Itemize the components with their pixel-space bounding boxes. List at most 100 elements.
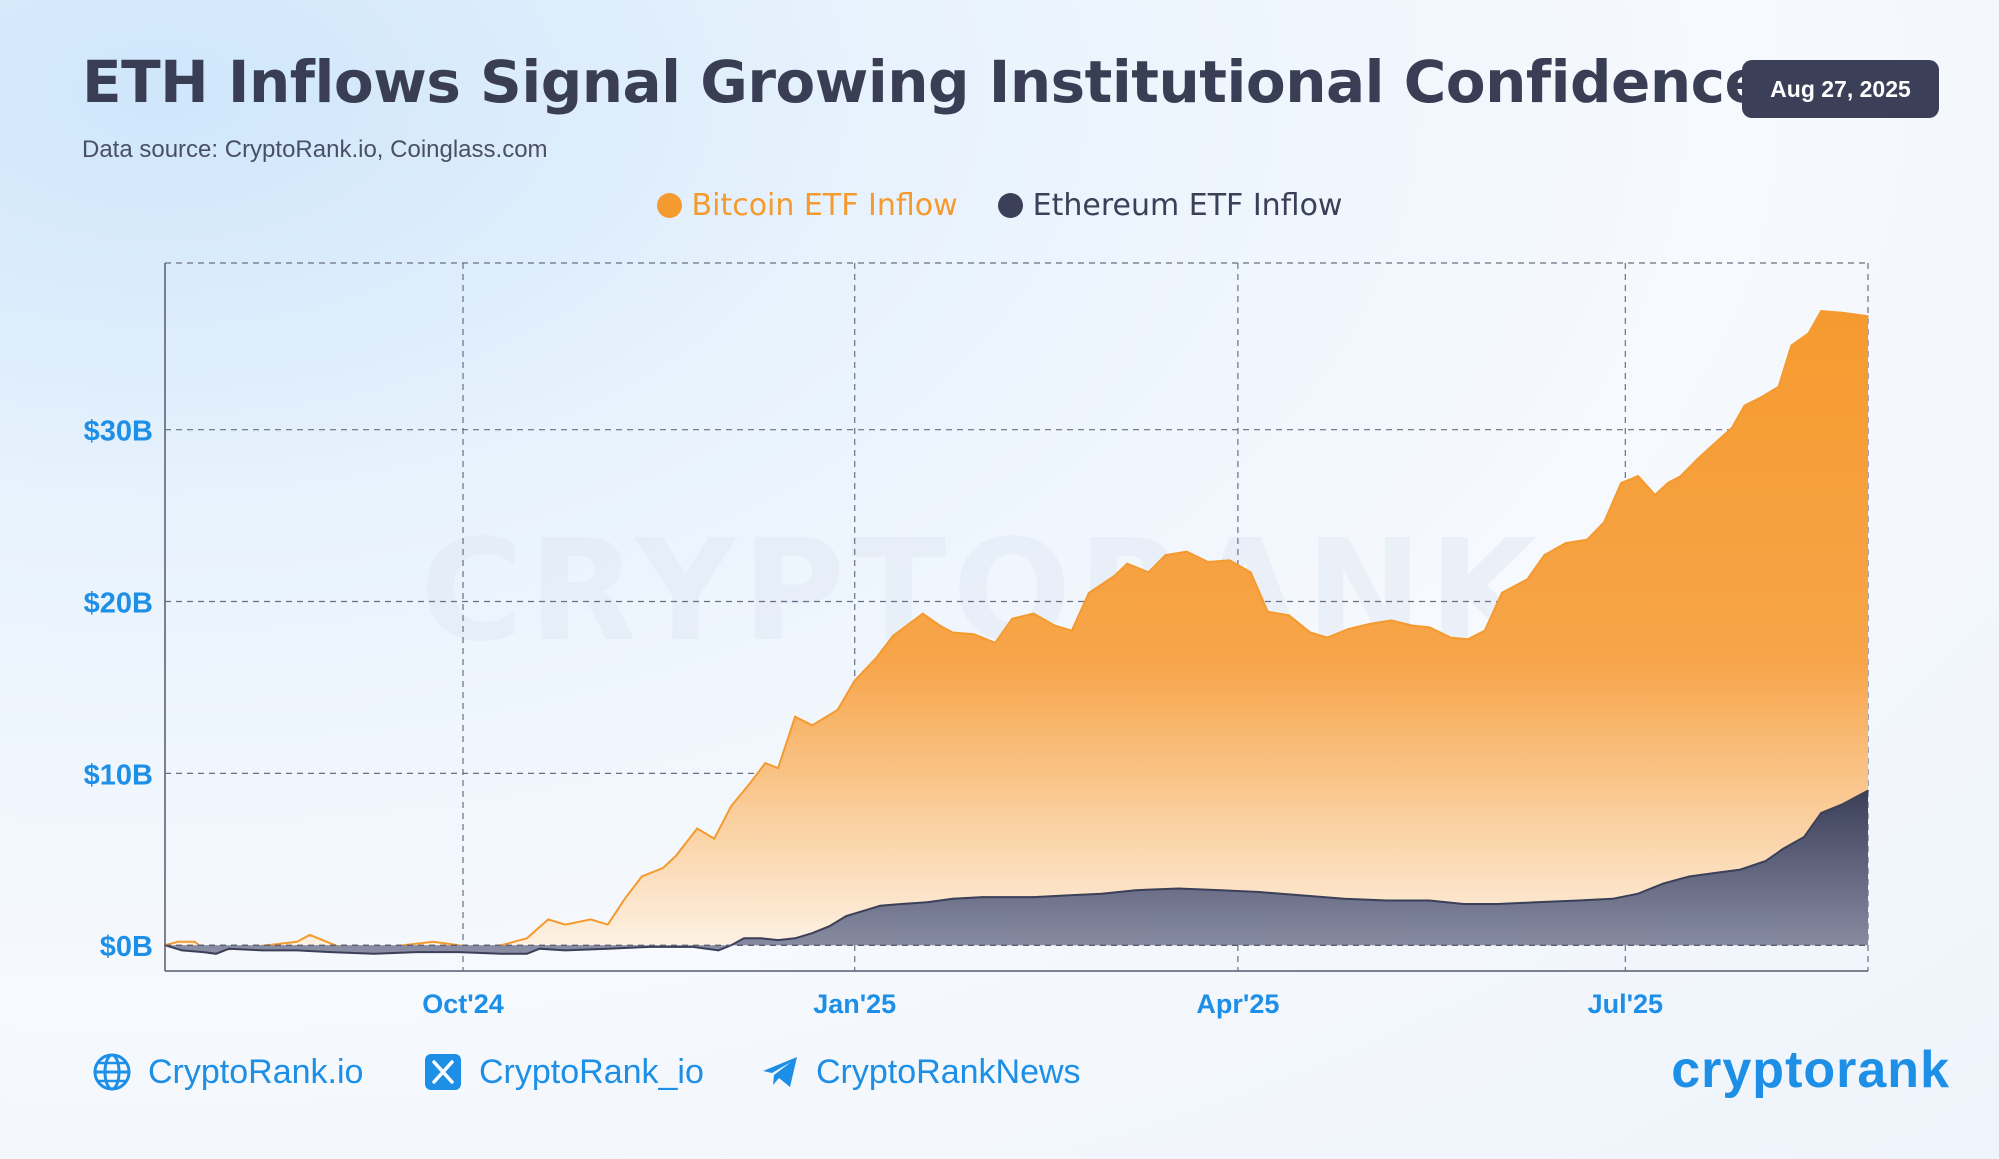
point-ethereum [202, 951, 205, 953]
point-bitcoin [794, 715, 796, 718]
point-bitcoin [1713, 442, 1716, 445]
point-bitcoin [836, 709, 839, 711]
point-ethereum [1782, 848, 1784, 850]
point-ethereum [458, 951, 460, 953]
point-bitcoin [747, 784, 750, 787]
legend-dot-bitcoin [656, 193, 682, 218]
point-bitcoin [875, 657, 877, 659]
point-bitcoin [853, 679, 856, 682]
x-tick-label: Jan'25 [813, 989, 896, 1019]
point-bitcoin [1147, 571, 1150, 574]
point-bitcoin [1807, 332, 1810, 335]
point-bitcoin [1484, 629, 1486, 632]
point-bitcoin [1777, 385, 1780, 388]
point-bitcoin [777, 767, 779, 769]
point-ethereum [951, 898, 954, 900]
point-bitcoin [1088, 592, 1090, 594]
y-tick-label: $10B [84, 759, 153, 791]
footer-telegram-label: CryptoRankNews [816, 1052, 1081, 1091]
footer-website-link[interactable]: CryptoRank.io [92, 1052, 363, 1092]
point-bitcoin [547, 918, 549, 921]
series-layer [164, 310, 1869, 955]
point-bitcoin [607, 923, 609, 926]
footer-telegram-link[interactable]: CryptoRankNews [760, 1052, 1081, 1092]
point-ethereum [828, 925, 830, 928]
point-ethereum [296, 949, 298, 952]
legend-label-bitcoin: Bitcoin ETF Inflow [691, 188, 958, 223]
globe-icon [93, 1053, 131, 1091]
point-bitcoin [526, 937, 528, 940]
point-bitcoin [1249, 571, 1252, 574]
point-ethereum [845, 915, 847, 917]
point-bitcoin [1586, 538, 1588, 541]
point-ethereum [1177, 887, 1180, 890]
footer-twitter-label: CryptoRank_io [479, 1052, 704, 1091]
point-bitcoin [1841, 312, 1844, 314]
point-ethereum [1496, 903, 1499, 905]
y-tick-label: $0B [100, 931, 153, 963]
point-ethereum [1301, 894, 1303, 897]
point-bitcoin [764, 762, 767, 764]
footer-twitter-link[interactable]: CryptoRank_io [423, 1052, 704, 1092]
legend-label-ethereum: Ethereum ETF Inflow [1032, 188, 1343, 223]
point-ethereum [1007, 896, 1009, 898]
point-bitcoin [296, 941, 298, 943]
axis-layer: $0B $10B $20B $30B Oct'24 Jan'25 Apr'25 Jul'25 [84, 416, 1868, 1019]
point-ethereum [981, 896, 984, 898]
x-tick-label: Oct'24 [422, 989, 503, 1019]
point-ethereum [1765, 860, 1767, 862]
point-bitcoin [1054, 624, 1056, 627]
x-tick-label: Apr'25 [1196, 989, 1279, 1019]
point-bitcoin [1309, 631, 1312, 634]
point-ethereum [372, 953, 375, 955]
telegram-icon [763, 1057, 797, 1087]
point-ethereum [1867, 789, 1869, 792]
point-bitcoin [1011, 617, 1013, 620]
point-bitcoin [1760, 396, 1763, 398]
point-bitcoin [1071, 629, 1073, 632]
point-ethereum [262, 949, 264, 952]
point-bitcoin [1032, 612, 1035, 615]
point-ethereum [1841, 803, 1844, 806]
point-ethereum [1343, 898, 1346, 900]
point-ethereum [743, 937, 745, 940]
point-ethereum [1688, 875, 1690, 878]
point-bitcoin [1820, 310, 1822, 312]
point-bitcoin [1467, 638, 1469, 641]
point-ethereum [1577, 899, 1580, 902]
point-ethereum [1220, 889, 1222, 891]
point-ethereum [794, 937, 796, 940]
point-ethereum [1032, 896, 1035, 898]
point-bitcoin [1228, 559, 1231, 562]
point-bitcoin [1164, 554, 1167, 556]
point-bitcoin [1743, 404, 1746, 407]
y-tick-label: $30B [84, 416, 153, 448]
point-bitcoin [1526, 578, 1529, 580]
point-ethereum [1611, 898, 1614, 900]
point-ethereum [415, 951, 418, 953]
point-ethereum [760, 937, 762, 940]
point-bitcoin [1543, 554, 1546, 556]
point-bitcoin [1266, 611, 1269, 613]
point-bitcoin [939, 624, 941, 627]
point-ethereum [538, 947, 541, 950]
point-ethereum [1637, 892, 1639, 895]
point-ethereum [1100, 892, 1103, 895]
point-ethereum [215, 953, 217, 955]
point-ethereum [926, 901, 928, 904]
point-ethereum [1258, 891, 1260, 893]
footer-website-label: CryptoRank.io [148, 1052, 364, 1091]
point-ethereum [777, 939, 779, 941]
chart-legend: Bitcoin ETF Inflow Ethereum ETF Inflow [0, 188, 1999, 223]
point-ethereum [330, 951, 332, 953]
point-bitcoin [194, 941, 196, 943]
point-bitcoin [1126, 562, 1128, 565]
point-ethereum [1066, 894, 1069, 897]
point-ethereum [526, 953, 528, 955]
point-bitcoin [1564, 542, 1567, 544]
point-bitcoin [973, 633, 975, 635]
x-twitter-icon [425, 1054, 461, 1090]
legend-item-ethereum: Ethereum ETF Inflow [997, 188, 1343, 223]
point-bitcoin [1207, 561, 1209, 563]
point-bitcoin [326, 941, 328, 943]
